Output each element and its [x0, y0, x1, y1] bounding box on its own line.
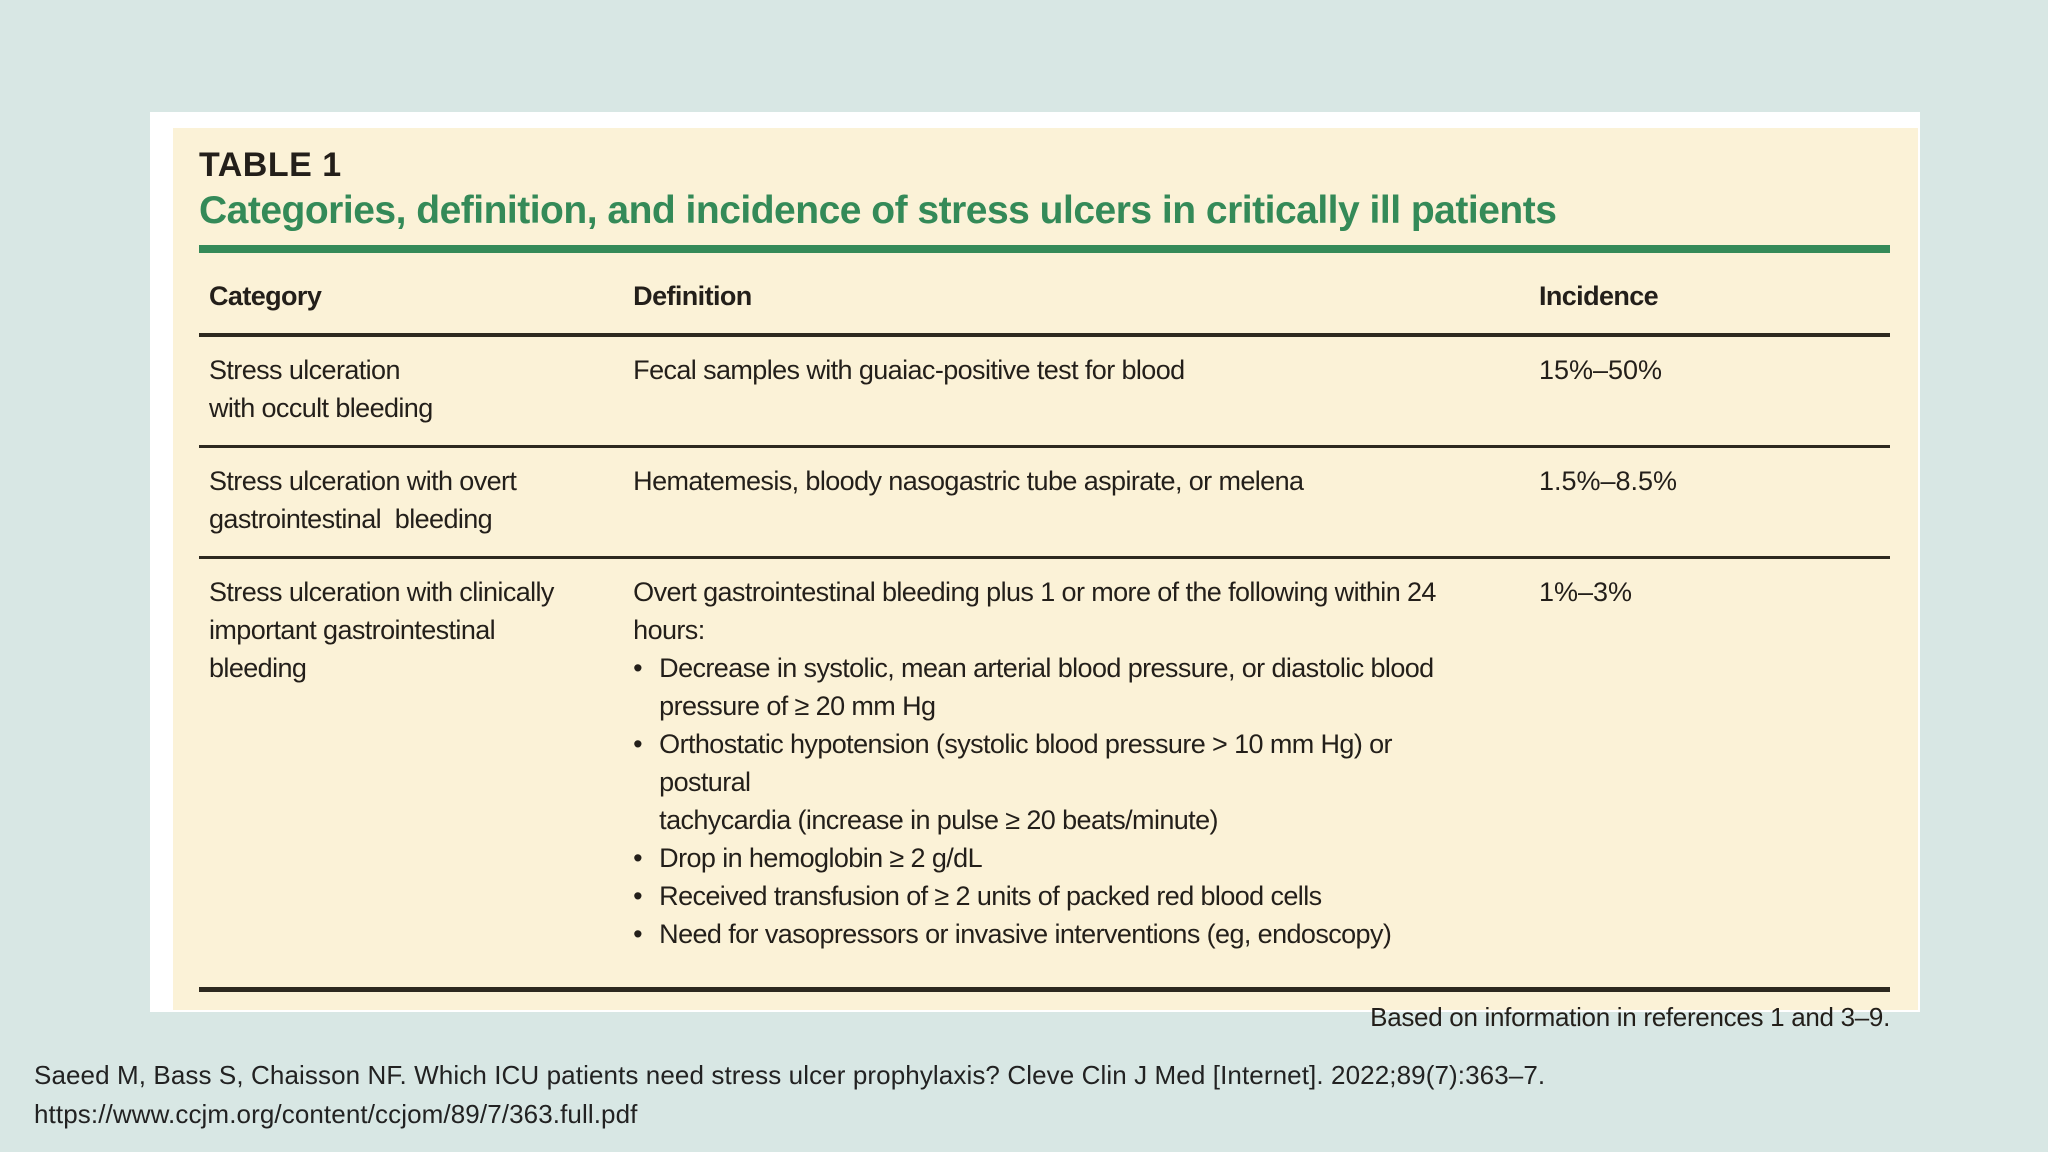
incidence-cell: 1.5%–8.5% [1528, 446, 1890, 559]
stress-ulcer-table: Category Definition Incidence Stress ulc… [199, 253, 1890, 987]
column-header-incidence: Incidence [1528, 253, 1890, 337]
bullet-icon: • [633, 919, 643, 949]
citation-reference: Saeed M, Bass S, Chaisson NF. Which ICU … [34, 1060, 1546, 1090]
table-row-occult-bleeding: Stress ulceration with occult bleeding F… [199, 335, 1890, 448]
definition-intro: Overt gastrointestinal bleeding plus 1 o… [633, 577, 1436, 645]
source-citation: Saeed M, Bass S, Chaisson NF. Which ICU … [34, 1056, 1545, 1134]
bullet-text: Received transfusion of ≥ 2 units of pac… [659, 881, 1322, 911]
list-item: • Drop in hemoglobin ≥ 2 g/dL [633, 839, 1489, 877]
citation-url: https://www.ccjm.org/content/ccjom/89/7/… [34, 1099, 638, 1129]
list-item: • Need for vasopressors or invasive inte… [633, 915, 1489, 953]
column-header-definition: Definition [623, 253, 1529, 337]
list-item: • Decrease in systolic, mean arterial bl… [633, 649, 1489, 725]
table-footnote: Based on information in references 1 and… [1370, 1002, 1890, 1032]
bullet-icon: • [633, 729, 643, 759]
table-bottom-rule [199, 987, 1890, 992]
table-row-clinically-important-bleeding: Stress ulceration with clinically import… [199, 558, 1890, 988]
bullet-text: Drop in hemoglobin ≥ 2 g/dL [659, 843, 983, 873]
category-cell: Stress ulceration with clinically import… [209, 577, 554, 683]
definition-bullet-list: • Decrease in systolic, mean arterial bl… [633, 649, 1489, 953]
table-header-row: Category Definition Incidence [199, 253, 1890, 337]
incidence-cell: 1%–3% [1538, 577, 1633, 607]
bullet-text: Orthostatic hypotension (systolic blood … [659, 729, 1392, 835]
definition-cell: Hematemesis, bloody nasogastric tube asp… [623, 446, 1529, 559]
definition-cell: Fecal samples with guaiac-positive test … [623, 335, 1529, 448]
list-item: • Received transfusion of ≥ 2 units of p… [633, 877, 1489, 915]
table-title: Categories, definition, and incidence of… [199, 189, 1557, 232]
category-cell: Stress ulceration with occult bleeding [199, 335, 624, 448]
category-cell: Stress ulceration with overt gastrointes… [199, 446, 624, 559]
bullet-text: Decrease in systolic, mean arterial bloo… [659, 653, 1434, 721]
bullet-icon: • [633, 843, 643, 873]
definition-cell: Overt gastrointestinal bleeding plus 1 o… [623, 558, 1529, 988]
table-figure-background: TABLE 1 Categories, definition, and inci… [173, 128, 1918, 1032]
bullet-icon: • [633, 881, 643, 911]
table-label: TABLE 1 [199, 146, 342, 184]
title-underline-rule [199, 245, 1890, 253]
column-header-category: Category [199, 253, 624, 337]
bullet-icon: • [633, 653, 643, 683]
table-figure-panel: TABLE 1 Categories, definition, and inci… [150, 112, 1920, 1032]
bullet-text: Need for vasopressors or invasive interv… [659, 919, 1392, 949]
list-item: • Orthostatic hypotension (systolic bloo… [633, 725, 1489, 839]
incidence-cell: 15%–50% [1528, 335, 1890, 448]
table-row-overt-bleeding: Stress ulceration with overt gastrointes… [199, 446, 1890, 559]
